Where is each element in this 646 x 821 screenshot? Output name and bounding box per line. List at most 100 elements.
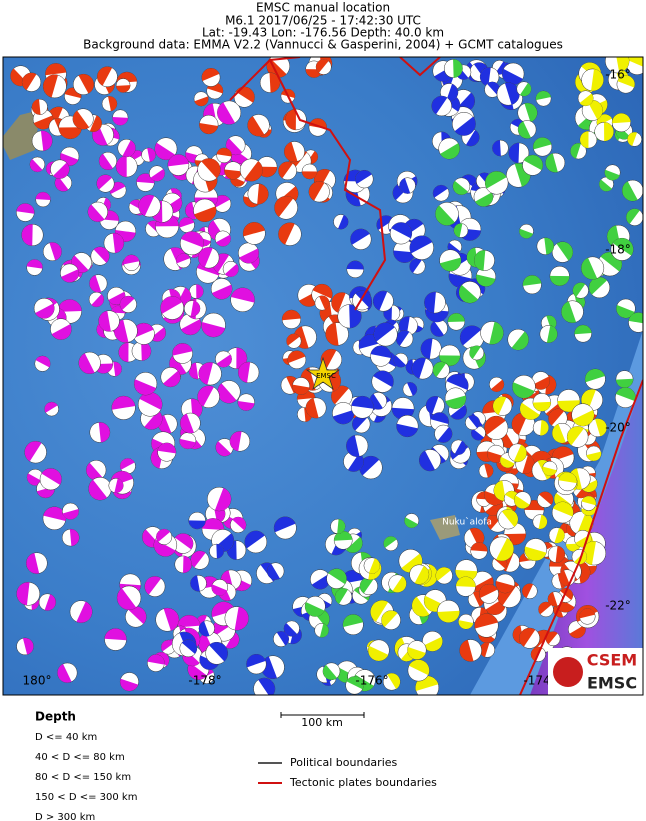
beachball <box>495 573 515 594</box>
beachball <box>577 90 594 107</box>
beachball-quad <box>459 639 474 662</box>
beachball <box>50 159 70 179</box>
beachball-quad <box>224 169 242 180</box>
beachball-quad <box>493 396 507 415</box>
beachball-quad <box>569 625 586 639</box>
beachball <box>301 163 318 180</box>
beachball-quad <box>504 82 520 105</box>
beachball <box>190 550 210 570</box>
beachball <box>478 463 494 479</box>
beachball-quad <box>120 458 135 470</box>
beachball-quad <box>181 231 204 248</box>
beachball-quad <box>548 408 564 426</box>
beachball-quad <box>552 501 574 517</box>
beachball-quad <box>485 171 507 189</box>
beachball-quad <box>202 518 224 530</box>
beachball-quad <box>57 663 72 683</box>
beachball-quad <box>179 438 196 449</box>
beachball <box>242 222 266 245</box>
beachball <box>201 312 226 338</box>
beachball-quad <box>180 319 201 335</box>
beachball-quad <box>426 396 439 415</box>
beachball <box>489 376 505 392</box>
beachball <box>470 542 488 560</box>
beachball <box>101 96 118 112</box>
beachball <box>547 545 566 563</box>
beachball-quad <box>469 345 481 359</box>
beachball <box>72 108 94 130</box>
beachball <box>404 513 420 529</box>
depth-legend: D <= 40 km 40 < D <= 80 km 80 < D <= 150 k… <box>35 732 137 821</box>
beachball <box>628 312 643 333</box>
lon-label: 180° <box>23 674 52 688</box>
beachball-quad <box>51 324 72 340</box>
beachball <box>611 113 631 133</box>
beachball-quad <box>622 181 638 202</box>
beachball-quad <box>335 588 348 604</box>
legend-title: Depth <box>35 710 76 724</box>
beachball <box>115 78 131 93</box>
beachball <box>513 491 532 509</box>
beachball <box>69 600 93 623</box>
beachball-quad <box>446 374 469 390</box>
beachball-quad <box>552 423 566 443</box>
beachball <box>383 536 399 552</box>
beachball-quad <box>243 222 265 237</box>
beachball <box>512 374 536 399</box>
beachball <box>480 321 504 345</box>
beachball <box>516 81 532 97</box>
beachball <box>111 395 136 420</box>
beachball-quad <box>89 275 102 293</box>
beachball-quad <box>312 284 333 299</box>
beachball <box>283 620 300 637</box>
beachball-quad <box>216 147 232 157</box>
beachball-quad <box>181 639 197 654</box>
beachball <box>352 414 371 434</box>
beachball <box>201 68 221 87</box>
beachball <box>213 194 232 213</box>
beachball-quad <box>370 600 389 622</box>
beachball <box>190 575 207 592</box>
beachball <box>179 639 198 658</box>
beachball-quad <box>176 253 191 264</box>
beachball <box>418 449 442 472</box>
beachball-quad <box>78 353 95 374</box>
beachball-quad <box>359 456 380 476</box>
beachball-quad <box>35 355 51 368</box>
beachball-quad <box>213 195 230 208</box>
beachball <box>308 118 327 137</box>
beachball <box>508 142 530 164</box>
beachball <box>314 623 329 638</box>
beachball-quad <box>305 602 325 617</box>
beachball-quad <box>479 642 490 658</box>
beachball-quad <box>224 263 239 277</box>
beachball <box>160 367 181 388</box>
beachball <box>215 350 232 368</box>
beachball-quad <box>519 82 532 97</box>
beachball <box>627 131 642 147</box>
beachball-quad <box>185 201 196 220</box>
beachball <box>103 232 125 254</box>
beachball-quad <box>53 162 70 179</box>
beachball-quad <box>518 121 531 139</box>
beachball <box>61 528 80 547</box>
beachball-quad <box>347 453 364 472</box>
beachball-quad <box>118 342 129 363</box>
beachball-quad <box>502 68 523 85</box>
beachball-quad <box>116 85 131 93</box>
beachball-quad <box>414 565 429 585</box>
logo-text: CSEM <box>587 651 637 670</box>
beachball-quad <box>287 350 306 364</box>
beachball <box>438 137 460 160</box>
source: Background data: EMMA V2.2 (Vannucci & G… <box>83 38 563 52</box>
beachball-quad <box>180 413 194 434</box>
beachball <box>72 73 95 95</box>
beachball-quad <box>112 233 124 254</box>
beachball-quad <box>520 402 540 420</box>
beachball-quad <box>160 296 183 314</box>
beachball-quad <box>471 428 485 441</box>
beachball-quad <box>373 290 388 311</box>
beachball <box>367 639 390 662</box>
beachball <box>286 333 302 349</box>
beachball <box>230 516 247 534</box>
